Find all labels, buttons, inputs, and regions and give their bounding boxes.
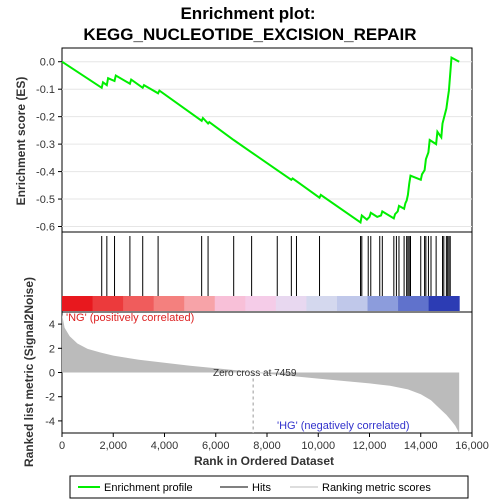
legend: Enrichment profile Hits Ranking metric s… [69, 475, 469, 499]
heatmap-segment [275, 296, 307, 311]
x-tick-label: 8,000 [253, 440, 281, 452]
heatmap-segment [153, 296, 185, 311]
heatmap-segment [306, 296, 338, 311]
metric-tick-label: -4 [45, 416, 55, 428]
es-tick-label: -0.5 [36, 194, 55, 206]
es-tick-label: -0.1 [36, 84, 55, 96]
heatmap-segment [62, 296, 94, 311]
x-tick-label: 6,000 [202, 440, 230, 452]
ranking-heatmap-bar [62, 296, 460, 311]
heatmap-segment [245, 296, 277, 311]
metric-tick-label: 4 [49, 319, 55, 331]
chart-title-line1: Enrichment plot: [180, 4, 315, 23]
x-tick-label: 2,000 [99, 440, 127, 452]
x-tick-label: 10,000 [301, 440, 335, 452]
es-tick-label: -0.6 [36, 222, 55, 234]
x-tick-label: 0 [59, 440, 65, 452]
es-y-axis-title: Enrichment score (ES) [14, 77, 28, 206]
es-panel: 0.0 -0.1 -0.2 -0.3 -0.4 -0.5 -0.6 [36, 47, 473, 234]
x-tick-label: 4,000 [151, 440, 179, 452]
legend-label-enrichment-profile: Enrichment profile [104, 482, 193, 494]
ranking-metric-area [62, 314, 460, 433]
positive-correlation-label: 'NG' (positively correlated) [66, 312, 194, 324]
metric-tick-label: 2 [49, 343, 55, 355]
heatmap-segment [336, 296, 369, 311]
enrichment-profile-line [61, 56, 460, 225]
chart-title-line2: KEGG_NUCLEOTIDE_EXCISION_REPAIR [83, 25, 416, 44]
legend-label-hits: Hits [252, 482, 271, 494]
hits-panel [61, 231, 473, 313]
x-tick-label: 14,000 [404, 440, 438, 452]
legend-box [69, 475, 469, 499]
heatmap-segment [123, 296, 155, 311]
heatmap-segment [92, 296, 124, 311]
heatmap-segment [184, 296, 216, 311]
x-axis-title: Rank in Ordered Dataset [194, 454, 334, 468]
es-tick-label: 0.0 [40, 57, 55, 69]
heatmap-segment [428, 296, 460, 311]
x-tick-label: 12,000 [353, 440, 387, 452]
legend-label-ranking-metric: Ranking metric scores [322, 482, 431, 494]
es-tick-label: -0.2 [36, 112, 55, 124]
es-tick-label: -0.4 [36, 167, 55, 179]
metric-y-axis: 4 2 0 -2 -4 [45, 319, 62, 428]
metric-tick-label: 0 [49, 368, 55, 380]
es-gridlines [62, 61, 472, 228]
metric-tick-label: -2 [45, 392, 55, 404]
heatmap-segment [367, 296, 399, 311]
hit-markers [101, 236, 451, 296]
metric-y-axis-title: Ranked list metric (Signal2Noise) [22, 277, 36, 467]
zero-cross-label: Zero cross at 7459 [213, 368, 297, 379]
es-y-axis: 0.0 -0.1 -0.2 -0.3 -0.4 -0.5 -0.6 [36, 57, 62, 234]
es-tick-label: -0.3 [36, 139, 55, 151]
x-tick-label: 16,000 [455, 440, 489, 452]
heatmap-segment [214, 296, 246, 311]
x-axis: 0 2,000 4,000 6,000 8,000 10,000 12,000 14,000 1… [59, 433, 489, 452]
metric-panel: 4 2 0 -2 -4 'NG' (positively correlated) Zer… [45, 311, 473, 434]
heatmap-segment [398, 296, 430, 311]
es-panel-frame [61, 47, 473, 233]
negative-correlation-label: 'HG' (negatively correlated) [277, 420, 410, 432]
